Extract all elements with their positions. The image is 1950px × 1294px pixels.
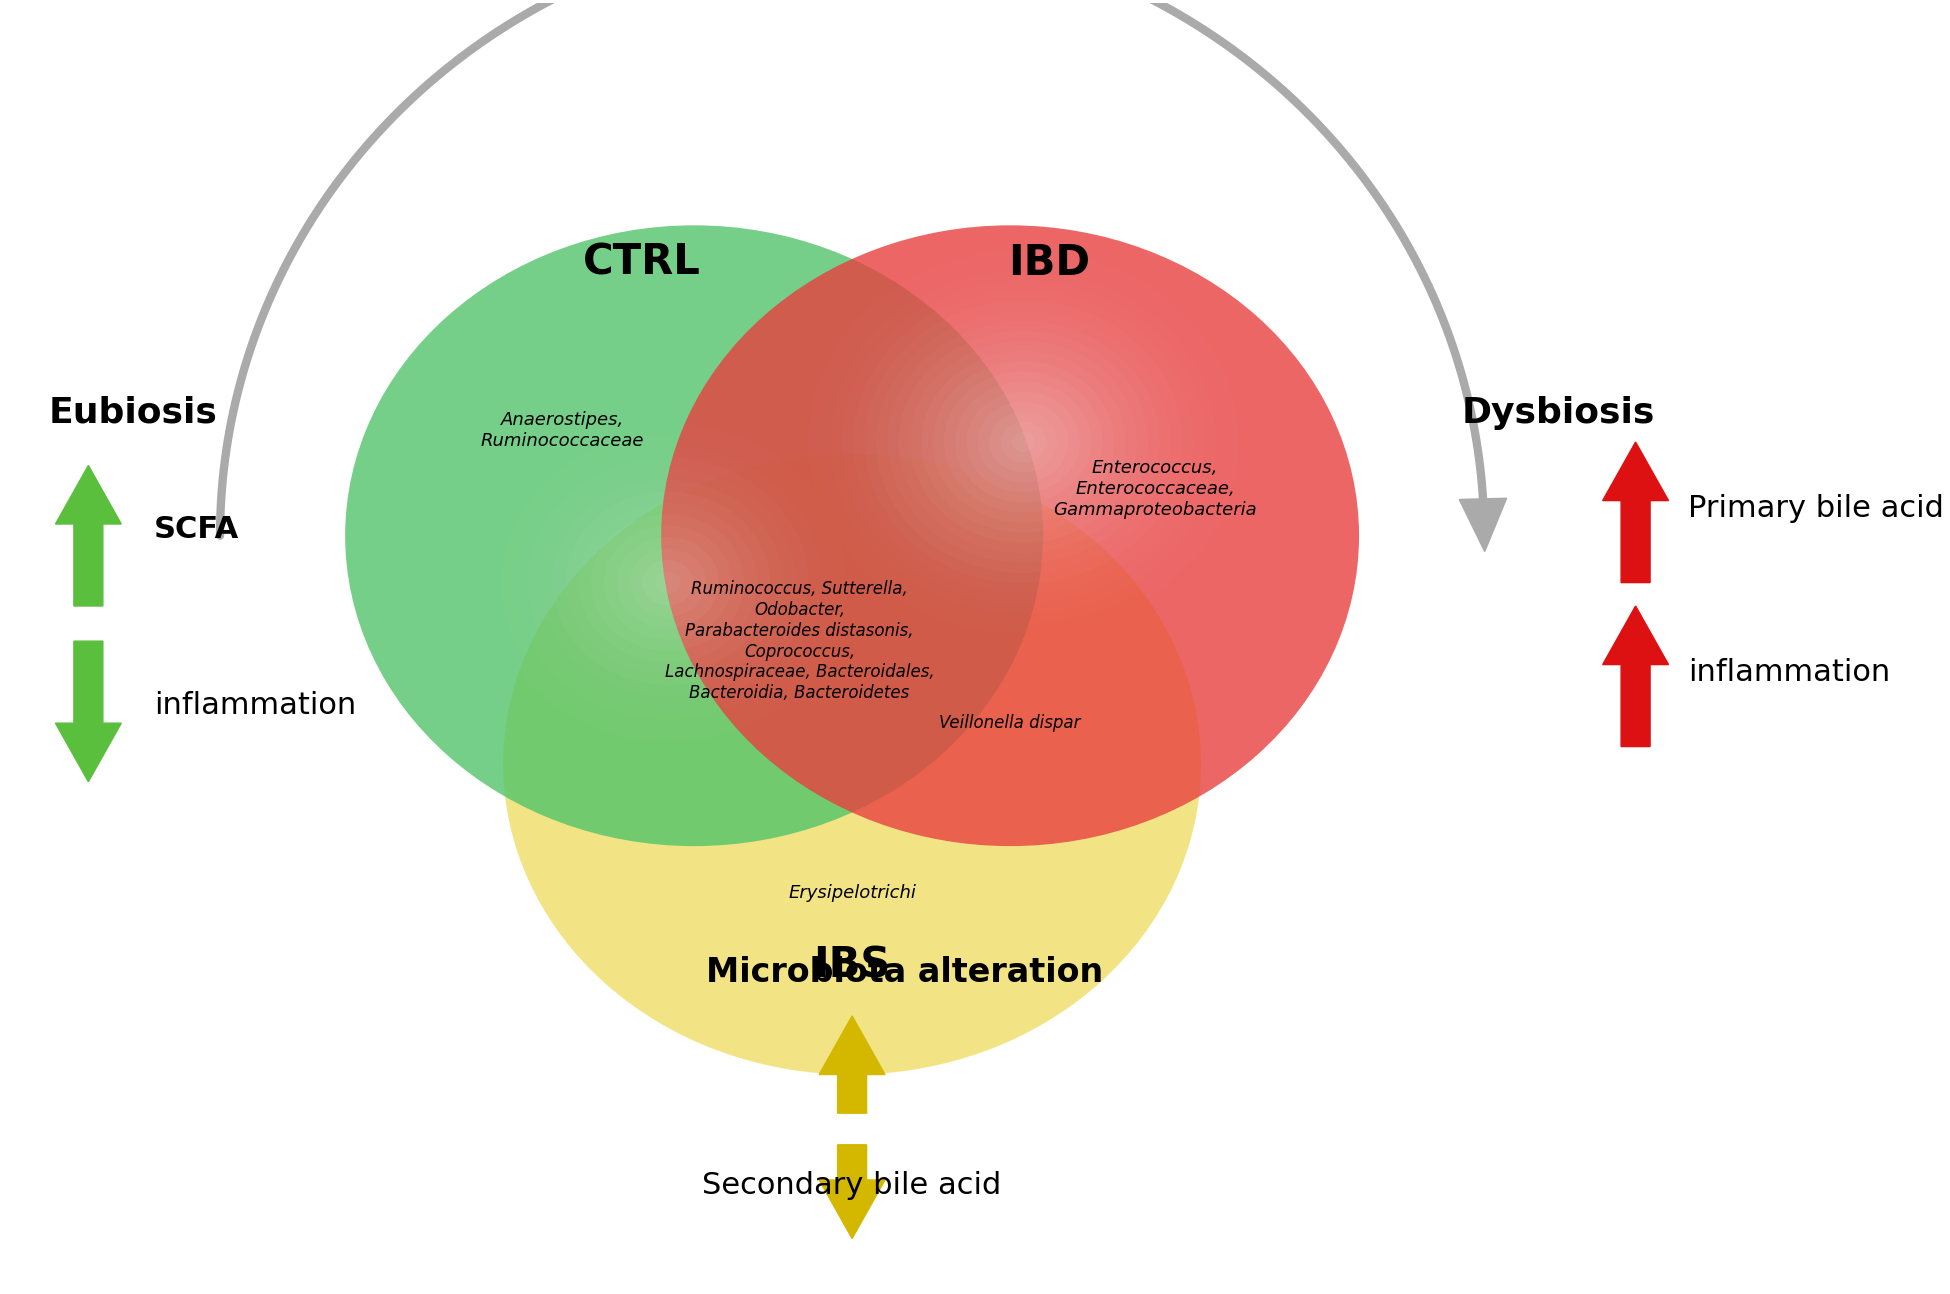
FancyArrow shape (55, 466, 121, 606)
FancyArrow shape (1603, 443, 1669, 582)
Text: Primary bile acid: Primary bile acid (1689, 494, 1944, 523)
Polygon shape (1459, 498, 1507, 551)
Text: Microbiota alteration: Microbiota alteration (706, 956, 1104, 989)
Circle shape (345, 225, 1043, 846)
Text: CTRL: CTRL (583, 242, 700, 283)
Text: inflammation: inflammation (154, 691, 357, 719)
Text: inflammation: inflammation (1689, 659, 1890, 687)
Text: Erysipelotrichi: Erysipelotrichi (788, 884, 916, 902)
Text: Anaerostipes,
Ruminococcaceae: Anaerostipes, Ruminococcaceae (480, 411, 644, 450)
Text: IBD: IBD (1008, 242, 1090, 283)
Circle shape (503, 454, 1201, 1074)
Text: Enterococcus,
Enterococcaceae,
Gammaproteobacteria: Enterococcus, Enterococcaceae, Gammaprot… (1053, 459, 1258, 519)
FancyArrow shape (819, 1145, 885, 1238)
FancyArrow shape (55, 641, 121, 782)
Text: Eubiosis: Eubiosis (49, 396, 218, 430)
FancyArrow shape (819, 1016, 885, 1113)
Circle shape (661, 225, 1359, 846)
Text: Dysbiosis: Dysbiosis (1462, 396, 1656, 430)
Text: Veillonella dispar: Veillonella dispar (940, 714, 1080, 732)
Text: SCFA: SCFA (154, 515, 240, 545)
Text: Secondary bile acid: Secondary bile acid (702, 1171, 1002, 1201)
Text: Ruminococcus, Sutterella,
Odobacter,
Parabacteroides distasonis,
Coprococcus,
La: Ruminococcus, Sutterella, Odobacter, Par… (665, 580, 934, 703)
FancyArrow shape (1603, 606, 1669, 747)
Text: IBS: IBS (813, 945, 891, 987)
